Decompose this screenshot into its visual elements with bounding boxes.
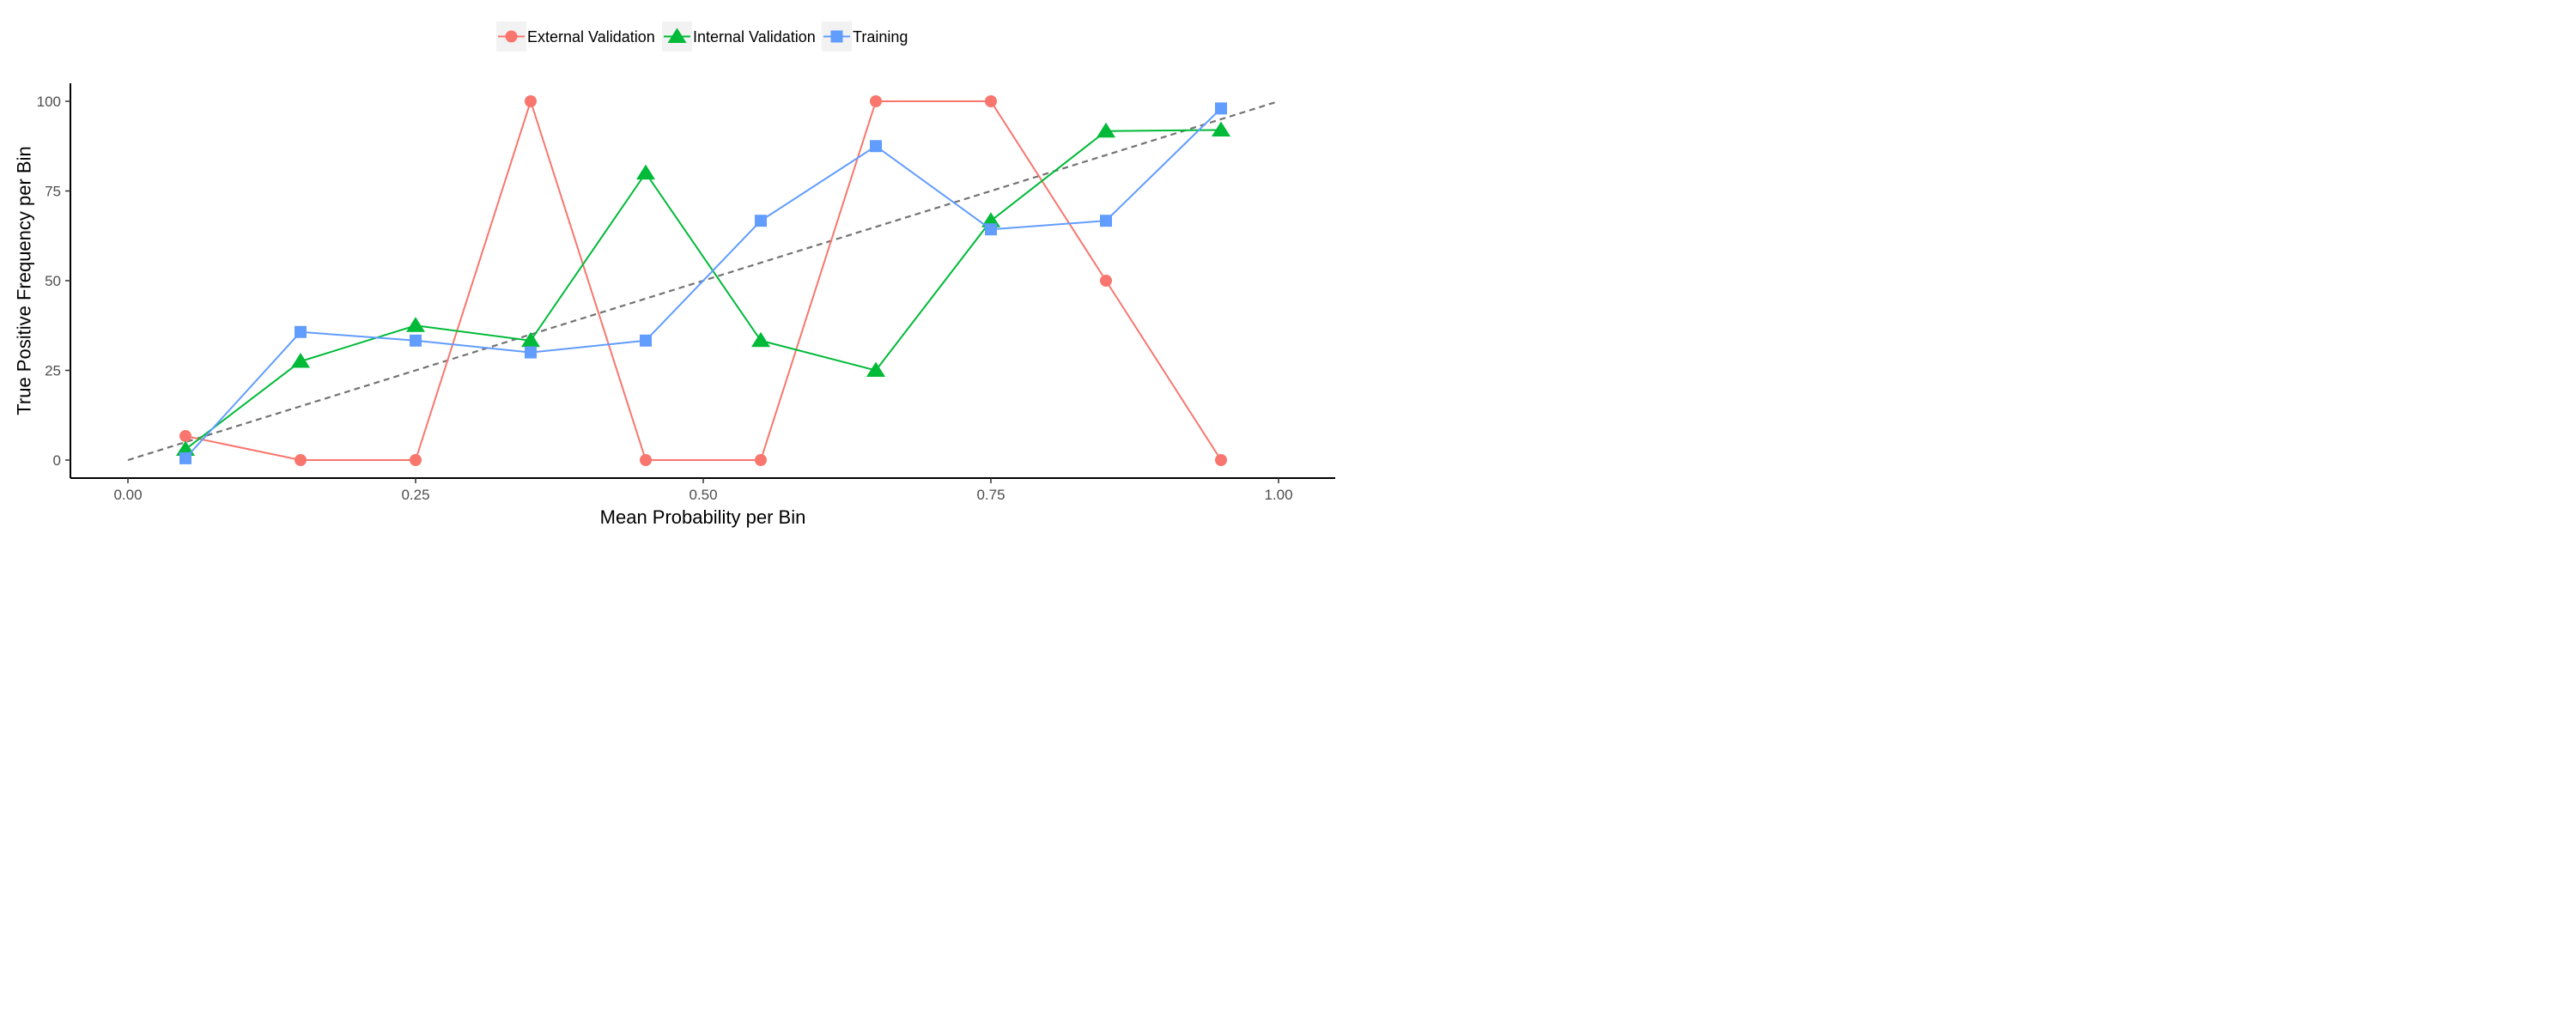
x-tick-label: 0.25 — [401, 487, 429, 503]
legend-item-training: Training — [822, 21, 908, 52]
data-point-internal-validation — [636, 164, 655, 180]
x-tick-label: 1.00 — [1264, 487, 1292, 503]
data-point-internal-validation — [406, 317, 425, 332]
data-point-training — [640, 334, 652, 347]
x-tick-label: 0.50 — [689, 487, 717, 503]
legend-key-marker — [667, 27, 687, 43]
legend: External Validation Internal Validation Tr… — [496, 21, 908, 52]
y-ticks: 0 25 50 75 100 — [37, 94, 70, 469]
calibration-chart: External Validation Internal Validation Tr… — [14, 21, 1335, 528]
legend-key-marker — [505, 30, 518, 43]
data-point-external-validation — [179, 429, 191, 442]
x-axis-title: Mean Probability per Bin — [600, 506, 806, 528]
data-point-internal-validation — [521, 331, 540, 348]
data-point-external-validation — [985, 95, 997, 107]
data-point-external-validation — [640, 454, 652, 466]
data-point-training — [179, 451, 191, 464]
legend-item-internal-validation: Internal Validation — [662, 21, 816, 52]
data-point-external-validation — [525, 95, 537, 107]
data-point-training — [525, 346, 537, 359]
y-tick-label: 0 — [53, 452, 61, 469]
data-point-external-validation — [755, 454, 767, 466]
data-point-training — [985, 223, 997, 236]
y-tick-label: 75 — [45, 184, 61, 200]
y-axis-title: True Positive Frequency per Bin — [14, 146, 35, 415]
series-line-training — [185, 107, 1222, 459]
series-internal-validation — [176, 121, 1230, 456]
data-point-external-validation — [1215, 454, 1227, 466]
data-point-external-validation — [1100, 275, 1112, 287]
data-point-training — [755, 215, 767, 227]
data-point-training — [295, 325, 307, 338]
data-point-external-validation — [410, 454, 422, 466]
data-point-internal-validation — [1212, 121, 1230, 136]
data-point-external-validation — [870, 95, 882, 107]
series-layer — [176, 95, 1230, 466]
data-point-internal-validation — [1097, 122, 1115, 138]
legend-key-marker — [830, 30, 843, 43]
legend-item-external-validation: External Validation — [496, 21, 655, 52]
series-training — [179, 102, 1227, 464]
data-point-training — [1215, 102, 1227, 115]
legend-label: External Validation — [527, 28, 655, 45]
data-point-training — [870, 140, 882, 153]
series-line-external-validation — [185, 98, 1222, 461]
series-line-internal-validation — [185, 129, 1222, 451]
data-point-internal-validation — [291, 353, 310, 368]
x-tick-label: 0.00 — [113, 487, 142, 503]
y-tick-label: 100 — [37, 94, 61, 110]
y-tick-label: 50 — [45, 273, 61, 289]
legend-label: Training — [853, 28, 908, 45]
series-external-validation — [179, 95, 1227, 466]
data-point-internal-validation — [866, 361, 885, 377]
axes-layer: 0.00 0.25 0.50 0.75 1.00 0 25 50 75 100 Mean Pro… — [14, 83, 1335, 528]
data-point-internal-validation — [751, 331, 770, 348]
x-tick-label: 0.75 — [976, 487, 1005, 503]
data-point-training — [410, 334, 422, 347]
data-point-training — [1100, 215, 1112, 227]
data-point-external-validation — [295, 454, 307, 466]
legend-label: Internal Validation — [693, 28, 816, 45]
x-ticks: 0.00 0.25 0.50 0.75 1.00 — [113, 478, 1293, 503]
y-tick-label: 25 — [45, 363, 61, 379]
